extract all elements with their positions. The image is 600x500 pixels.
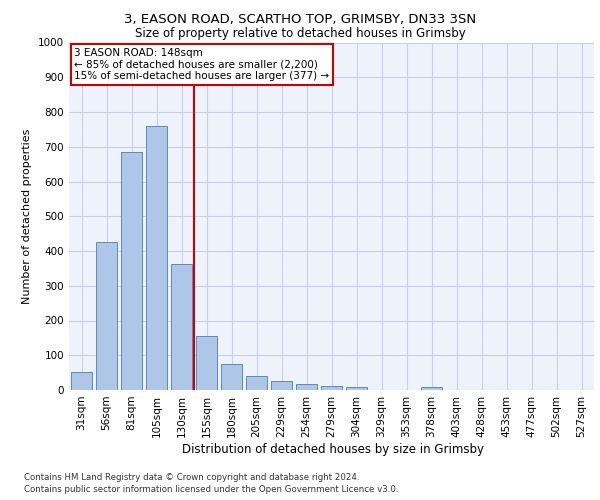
Text: 3 EASON ROAD: 148sqm
← 85% of detached houses are smaller (2,200)
15% of semi-de: 3 EASON ROAD: 148sqm ← 85% of detached h… bbox=[74, 48, 329, 81]
Bar bbox=[421, 386, 442, 390]
Bar bbox=[246, 376, 267, 390]
Bar bbox=[171, 264, 192, 390]
Text: 3, EASON ROAD, SCARTHO TOP, GRIMSBY, DN33 3SN: 3, EASON ROAD, SCARTHO TOP, GRIMSBY, DN3… bbox=[124, 12, 476, 26]
Bar bbox=[271, 380, 292, 390]
Bar bbox=[96, 242, 117, 390]
Bar bbox=[296, 384, 317, 390]
Bar bbox=[71, 372, 92, 390]
Y-axis label: Number of detached properties: Number of detached properties bbox=[22, 128, 32, 304]
Text: Size of property relative to detached houses in Grimsby: Size of property relative to detached ho… bbox=[134, 28, 466, 40]
Bar bbox=[146, 126, 167, 390]
Text: Contains HM Land Registry data © Crown copyright and database right 2024.: Contains HM Land Registry data © Crown c… bbox=[24, 472, 359, 482]
Bar bbox=[121, 152, 142, 390]
Text: Contains public sector information licensed under the Open Government Licence v3: Contains public sector information licen… bbox=[24, 485, 398, 494]
Bar bbox=[196, 336, 217, 390]
Bar bbox=[221, 364, 242, 390]
Bar bbox=[321, 386, 342, 390]
Bar bbox=[346, 386, 367, 390]
Text: Distribution of detached houses by size in Grimsby: Distribution of detached houses by size … bbox=[182, 442, 484, 456]
